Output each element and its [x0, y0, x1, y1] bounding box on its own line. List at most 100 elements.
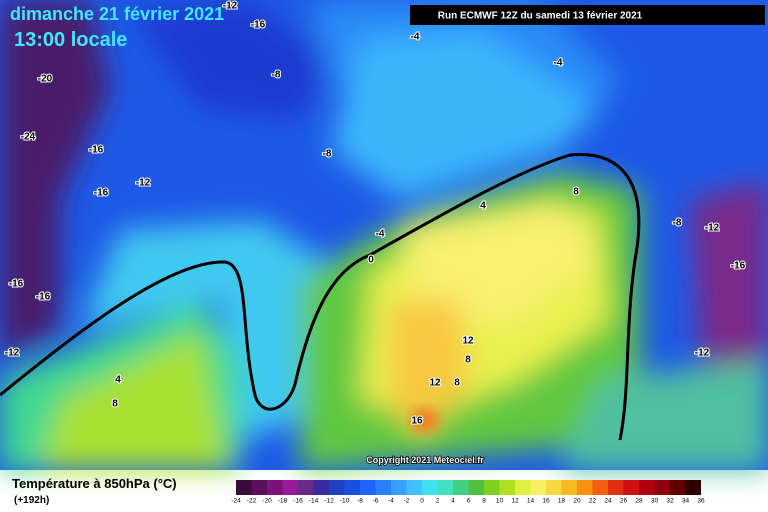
- colorbar-swatch: [592, 480, 608, 495]
- colorbar-swatch: [468, 480, 484, 495]
- colorbar-tick-label: 0: [420, 498, 424, 505]
- colorbar-swatch: [685, 480, 701, 495]
- contour-label: -24: [21, 132, 36, 143]
- colorbar-swatch: [654, 480, 670, 495]
- colorbar-tick-label: 4: [451, 498, 455, 505]
- colorbar-tick-label: 6: [467, 498, 471, 505]
- lead-time: (+192h): [14, 495, 49, 506]
- contour-label: -16: [251, 20, 266, 31]
- colorbar-swatch: [623, 480, 639, 495]
- contour-label: -12: [223, 1, 238, 12]
- colorbar-tick-label: 28: [635, 498, 643, 505]
- contour-label: -4: [554, 58, 563, 69]
- colorbar-tick-label: 14: [527, 498, 535, 505]
- contour-label: -16: [94, 188, 109, 199]
- colorbar-tick-label: -6: [373, 498, 379, 505]
- contour-label: 12: [462, 336, 474, 347]
- contour-label: -16: [89, 145, 104, 156]
- colorbar-swatch: [577, 480, 593, 495]
- colorbar-tick-label: 12: [511, 498, 519, 505]
- colorbar-tick-label: -14: [309, 498, 319, 505]
- colorbar-swatch: [515, 480, 531, 495]
- colorbar-tick-label: -16: [293, 498, 303, 505]
- colorbar-tick-label: 30: [651, 498, 659, 505]
- colorbar-tick-label: -10: [340, 498, 350, 505]
- contour-label: 8: [112, 399, 118, 410]
- colorbar-swatch: [251, 480, 267, 495]
- colorbar-tick-label: -20: [262, 498, 272, 505]
- contour-label: 8: [454, 378, 460, 389]
- contour-label: 16: [411, 416, 423, 427]
- colorbar-tick-label: 34: [682, 498, 690, 505]
- contour-label: -12: [695, 348, 710, 359]
- contour-label: -8: [323, 149, 332, 160]
- colorbar-swatch: [360, 480, 376, 495]
- colorbar-swatch: [639, 480, 655, 495]
- colorbar-tick-label: -12: [324, 498, 334, 505]
- legend-title: Température à 850hPa (°C): [12, 476, 177, 491]
- contour-label: -12: [5, 348, 20, 359]
- colorbar-swatch: [344, 480, 360, 495]
- contour-labels: -12 -16 -4 -8 -20 -4 -24 -16 -12 -8 -16 8 4 -8 -12 -4 0 -…: [4, 0, 747, 428]
- colorbar-tick-label: -22: [247, 498, 257, 505]
- colorbar-swatch: [453, 480, 469, 495]
- run-box: [410, 5, 765, 25]
- colorbar-tick-label: 32: [666, 498, 674, 505]
- contour-label: 4: [115, 375, 121, 386]
- colorbar-swatch: [267, 480, 283, 495]
- contour-label: 8: [573, 187, 579, 198]
- colorbar-swatch: [608, 480, 624, 495]
- colorbar-swatch: [546, 480, 562, 495]
- colorbar-tick-label: 18: [558, 498, 566, 505]
- colorbar-swatch: [406, 480, 422, 495]
- colorbar-swatch: [282, 480, 298, 495]
- contour-label: -4: [411, 32, 420, 43]
- zero-isotherm: [0, 152, 641, 441]
- contour-label: -12: [136, 178, 151, 189]
- colorbar-swatch: [670, 480, 686, 495]
- colorbar-tick-label: 24: [604, 498, 612, 505]
- contour-label: -20: [38, 74, 53, 85]
- colorbar-tick-label: 16: [542, 498, 550, 505]
- colorbar-tick-label: 8: [482, 498, 486, 505]
- colorbar-tick-label: 22: [589, 498, 597, 505]
- colorbar-tick-label: -18: [278, 498, 288, 505]
- colorbar-swatch: [530, 480, 546, 495]
- copyright: Copyright 2021 Meteociel.fr: [366, 455, 484, 465]
- colorbar-swatch: [561, 480, 577, 495]
- colorbar-tick-label: 2: [436, 498, 440, 505]
- contour-label: 8: [465, 355, 471, 366]
- temperature-field: [0, 0, 768, 470]
- colorbar-tick-label: 10: [496, 498, 504, 505]
- colorbar-tick-label: -2: [404, 498, 410, 505]
- colorbar-swatch: [329, 480, 345, 495]
- colorbar-swatch: [499, 480, 515, 495]
- colorbar-tick-label: 20: [573, 498, 581, 505]
- colorbar-tick-label: 26: [620, 498, 628, 505]
- time: 13:00 locale: [14, 29, 127, 51]
- colorbar-tick-label: -4: [388, 498, 394, 505]
- colorbar-swatch: [391, 480, 407, 495]
- colorbar-tick-label: 36: [697, 498, 705, 505]
- run: Run ECMWF 12Z du samedi 13 février 2021: [438, 11, 643, 22]
- contour-label: -16: [731, 261, 746, 272]
- colorbar-swatch: [484, 480, 500, 495]
- colorbar: -24 -22 -20 -18 -16 -14 -12 -10 -8 -6 -4 -2 0 2 4 6 8 10 1…: [231, 480, 705, 505]
- contour-label: -4: [376, 229, 385, 240]
- contour-label: -16: [36, 292, 51, 303]
- contour-label: -16: [9, 279, 24, 290]
- contour-label: 12: [429, 378, 441, 389]
- colorbar-swatch: [236, 480, 252, 495]
- colorbar-swatch: [437, 480, 453, 495]
- colorbar-swatch: [298, 480, 314, 495]
- contour-label: -8: [673, 218, 682, 229]
- date: dimanche 21 février 2021: [10, 4, 224, 24]
- contour-label: -12: [705, 223, 720, 234]
- colorbar-tick-label: -8: [357, 498, 363, 505]
- colorbar-swatch: [422, 480, 438, 495]
- colorbar-tick-label: -24: [231, 498, 241, 505]
- contour-label: 4: [480, 201, 486, 212]
- contour-label: 0: [368, 255, 374, 266]
- colorbar-swatch: [313, 480, 329, 495]
